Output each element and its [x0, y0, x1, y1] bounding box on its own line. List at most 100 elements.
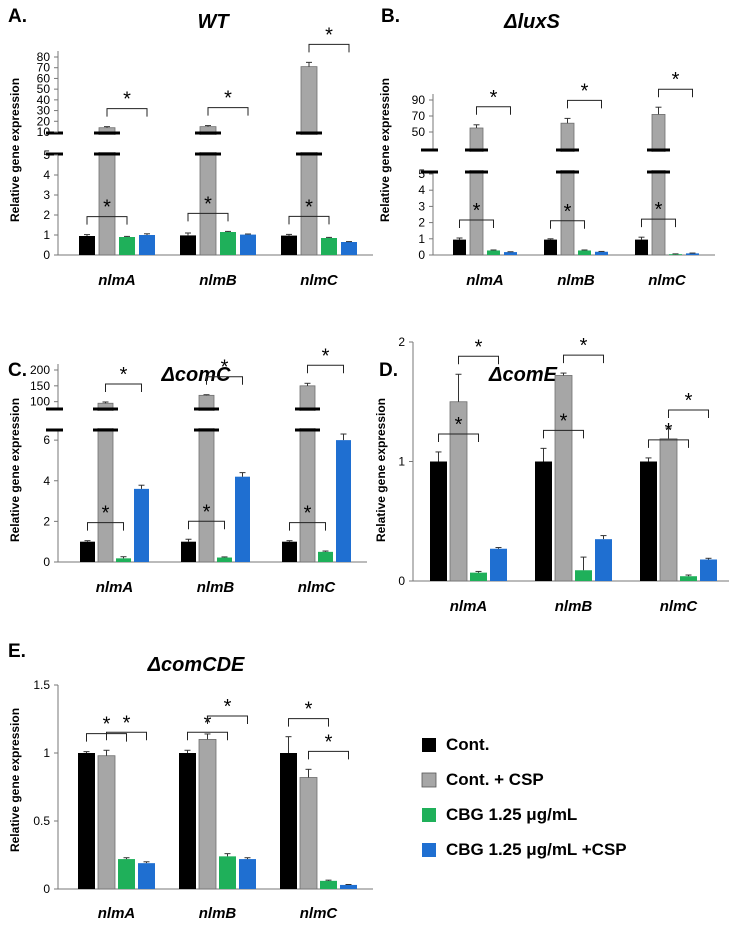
significance-star-e-nlmb-csp: * [224, 696, 232, 718]
bar-c-nlma-cbg-csp [134, 488, 149, 562]
panel-label-b: B. [381, 6, 400, 27]
panel-label-a: A. [8, 6, 27, 27]
y-tick-label-b: 90 [412, 93, 426, 107]
significance-bracket-b-nlma-csp [476, 106, 511, 115]
y-tick-label-a: 40 [37, 93, 51, 107]
y-axis-label-e: Relative gene expression [8, 708, 22, 852]
significance-star-d-nlma-cbg: * [455, 414, 463, 436]
significance-bracket-c-nlmb-cbg [188, 520, 225, 530]
legend-label-cont: Cont. [446, 735, 489, 754]
chart-title-c: ΔcomC [161, 364, 232, 386]
y-axis-label-b: Relative gene expression [378, 78, 392, 222]
legend-item-cbg: CBG 1.25 μg/mL [422, 805, 577, 824]
significance-bracket-a-nlmb-cbg [187, 212, 229, 222]
chart-title-e: ΔcomCDE [147, 654, 245, 676]
bar-d-nlmb-cont [535, 461, 552, 581]
bar-e-nlma-cont [78, 753, 95, 889]
significance-bracket-c-nlmc-cbg [289, 522, 326, 531]
bar-e-nlmc-cont [280, 753, 297, 889]
bar-break-gap-b-nlmb [560, 152, 575, 170]
bar-e-nlma-cbg [118, 859, 135, 889]
significance-bracket-e-nlmb-cbg [187, 731, 228, 741]
legend-item-cont: Cont. [422, 735, 489, 754]
category-label-b-nlmc: nlmC [648, 272, 687, 289]
bar-e-nlmc-cont-csp [299, 777, 318, 890]
bar-break-gap-a-nlmc [300, 135, 318, 152]
bar-break-gap-a-nlmb [199, 135, 217, 152]
bar-b-nlma-cont-csp [469, 127, 484, 256]
bar-break-gap-a-nlma [98, 135, 116, 152]
y-tick-label-b: 50 [412, 125, 426, 139]
y-tick-label-b: 2 [418, 216, 425, 230]
bar-d-nlmb-cbg-csp [595, 539, 612, 581]
significance-star-b-nlmb-csp: * [581, 80, 589, 102]
significance-bracket-a-nlmc-csp [308, 43, 350, 53]
legend-swatch-cont [422, 738, 436, 752]
category-label-a-nlma: nlmA [98, 272, 136, 289]
significance-star-b-nlma-cbg: * [473, 200, 481, 222]
panel-d: D. ΔcomE Relative gene expression 0 1 2 nlmA nl… [374, 335, 729, 615]
panel-label-d: D. [379, 360, 398, 381]
bar-b-nlma-cbg [487, 250, 500, 255]
significance-bracket-e-nlmb-csp [207, 715, 248, 724]
significance-star-a-nlma-cbg: * [103, 197, 111, 219]
significance-bracket-a-nlmb-csp [207, 107, 249, 116]
y-tick-label-c: 200 [30, 363, 50, 377]
y-tick-label-b: 1 [418, 232, 425, 246]
y-tick-label-c: 4 [43, 474, 50, 488]
y-tick-label-d: 0 [398, 574, 405, 588]
bar-c-nlmb-cont [181, 541, 196, 562]
significance-bracket-e-nlmc-csp [308, 750, 349, 760]
y-tick-label-a: 50 [37, 82, 51, 96]
significance-star-a-nlmb-cbg: * [204, 193, 212, 215]
panel-e: E. ΔcomCDE Relative gene expression 0 0.5 1 1.… [8, 641, 373, 922]
significance-bracket-a-nlma-csp [106, 108, 148, 117]
category-label-e-nlmc: nlmC [300, 905, 339, 922]
category-label-c-nlmc: nlmC [298, 579, 337, 596]
category-label-e-nlma: nlmA [98, 905, 136, 922]
bar-e-nlmb-cbg-csp [239, 859, 256, 889]
bar-b-nlma-cbg-csp [504, 252, 517, 255]
y-tick-label-a: 1 [43, 228, 50, 242]
bar-e-nlma-cont-csp [97, 755, 116, 890]
significance-bracket-a-nlmc-cbg [288, 215, 330, 225]
y-axis-label-c: Relative gene expression [8, 398, 22, 542]
bar-e-nlmc-cbg [320, 880, 337, 889]
y-tick-label-d: 2 [398, 335, 405, 349]
bar-b-nlmc-cont [635, 239, 648, 255]
significance-bracket-b-nlmb-cbg [550, 220, 585, 229]
bar-a-nlma-cbg [119, 237, 135, 255]
panel-a: A. WT Relative gene expression 0 1 2 3 4 5 102030… [8, 6, 373, 289]
bar-d-nlmc-cbg-csp [700, 559, 717, 581]
significance-star-a-nlmc-csp: * [325, 24, 333, 46]
bar-break-gap-c-nlmc [299, 411, 316, 428]
category-label-e-nlmb: nlmB [199, 905, 237, 922]
legend-swatch-cont-csp [421, 772, 437, 788]
y-tick-label-a: 20 [37, 114, 51, 128]
y-tick-label-c: 0 [43, 555, 50, 569]
y-tick-label-b: 4 [418, 183, 425, 197]
y-axis-label-a: Relative gene expression [8, 78, 22, 222]
y-tick-label-c: 2 [43, 514, 50, 528]
bar-d-nlma-cont [430, 461, 447, 581]
bar-a-nlmc-cbg [321, 238, 337, 255]
y-tick-label-b: 0 [418, 248, 425, 262]
category-label-a-nlmc: nlmC [300, 272, 339, 289]
bar-d-nlmb-cont-csp [554, 375, 573, 582]
bar-a-nlmb-cont [180, 235, 196, 255]
legend-label-cbg: CBG 1.25 μg/mL [446, 805, 577, 824]
category-label-d-nlma: nlmA [450, 598, 488, 615]
y-tick-label-b: 5 [418, 167, 425, 181]
y-tick-label-c: 150 [30, 379, 50, 393]
category-label-a-nlmb: nlmB [199, 272, 237, 289]
bar-e-nlmb-cont-csp [198, 739, 217, 890]
bar-a-nlmc-cont-csp [300, 66, 318, 256]
significance-bracket-d-nlma-cbg [438, 433, 479, 442]
significance-star-e-nlma-cbg: * [103, 714, 111, 736]
significance-star-d-nlmc-cbg: * [665, 420, 673, 442]
y-tick-label-a: 60 [37, 71, 51, 85]
legend-label-cbg-csp: CBG 1.25 μg/mL +CSP [446, 840, 627, 859]
bar-e-nlmb-cont [179, 753, 196, 889]
